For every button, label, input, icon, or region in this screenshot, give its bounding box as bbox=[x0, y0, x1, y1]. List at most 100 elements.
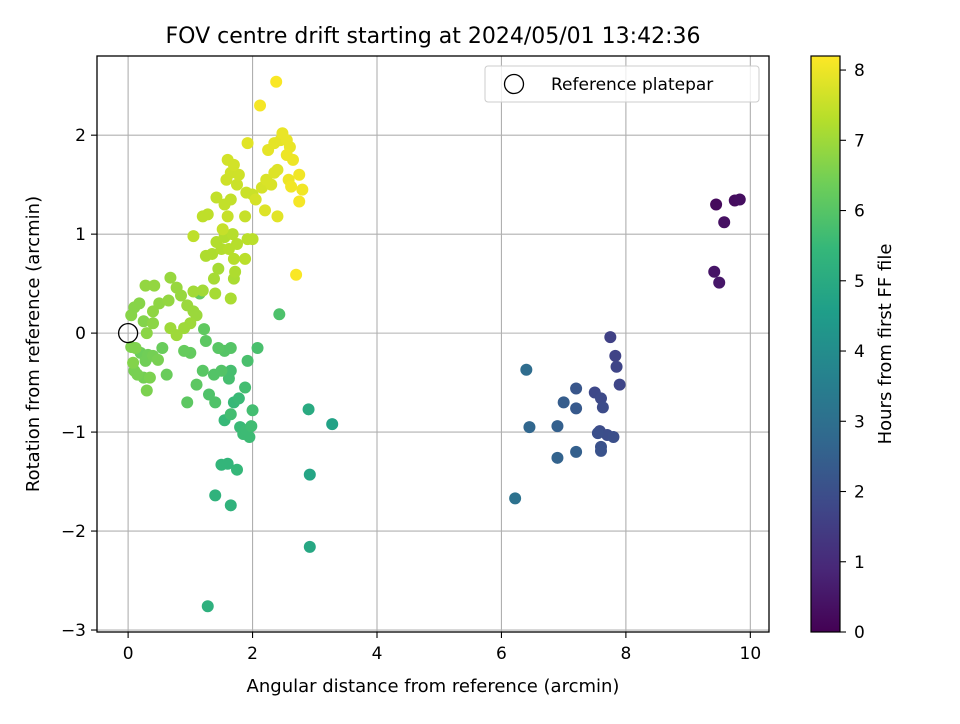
data-point bbox=[178, 344, 191, 357]
data-point bbox=[241, 354, 254, 367]
data-point bbox=[148, 279, 161, 292]
y-tick-label: −3 bbox=[61, 621, 86, 641]
data-point bbox=[285, 180, 298, 193]
data-point bbox=[156, 341, 169, 354]
data-point bbox=[139, 279, 152, 292]
data-points bbox=[125, 75, 746, 613]
colorbar-tick-label: 3 bbox=[854, 412, 865, 432]
x-tick-label: 0 bbox=[123, 644, 134, 664]
data-point bbox=[206, 247, 219, 260]
data-point bbox=[265, 178, 278, 191]
data-point bbox=[215, 364, 228, 377]
data-point bbox=[190, 378, 203, 391]
data-point bbox=[140, 327, 153, 340]
colorbar-tick-label: 0 bbox=[854, 623, 865, 643]
colorbar bbox=[810, 55, 841, 633]
colorbar-tick-label: 8 bbox=[854, 61, 865, 81]
x-tick-label: 10 bbox=[740, 644, 762, 664]
data-point bbox=[604, 331, 617, 344]
data-point bbox=[209, 489, 222, 502]
data-point bbox=[196, 364, 209, 377]
y-tick-label: 0 bbox=[75, 324, 86, 344]
data-point bbox=[251, 341, 264, 354]
colorbar-tick-label: 4 bbox=[854, 342, 865, 362]
data-point bbox=[249, 193, 262, 206]
data-point bbox=[718, 216, 731, 229]
data-point bbox=[270, 75, 283, 88]
data-point bbox=[196, 284, 209, 297]
data-point bbox=[607, 431, 620, 444]
data-point bbox=[227, 158, 240, 171]
data-point bbox=[551, 451, 564, 464]
data-point bbox=[201, 208, 214, 221]
grid-lines bbox=[97, 56, 769, 632]
data-point bbox=[290, 268, 303, 281]
data-point bbox=[241, 137, 254, 150]
data-point bbox=[221, 457, 234, 470]
x-axis-label: Angular distance from reference (arcmin) bbox=[247, 676, 620, 697]
data-point bbox=[293, 195, 306, 208]
data-point bbox=[591, 427, 604, 440]
data-point bbox=[246, 404, 259, 417]
data-point bbox=[229, 265, 242, 278]
data-point bbox=[216, 223, 229, 236]
data-point bbox=[210, 191, 223, 204]
data-point bbox=[222, 372, 235, 385]
colorbar-ticks: 0 1 2 3 4 5 6 7 8 bbox=[840, 61, 865, 643]
data-point bbox=[523, 421, 536, 434]
colorbar-label: Hours from first FF file bbox=[875, 244, 896, 445]
legend: Reference platepar bbox=[484, 65, 760, 103]
data-point bbox=[296, 183, 309, 196]
data-point bbox=[209, 396, 222, 409]
data-point bbox=[164, 322, 177, 335]
data-point bbox=[147, 317, 159, 330]
data-point bbox=[198, 323, 211, 336]
legend-label: Reference platepar bbox=[551, 75, 713, 95]
colorbar-tick-label: 5 bbox=[854, 272, 865, 292]
data-point bbox=[239, 381, 252, 394]
data-point bbox=[293, 168, 306, 181]
data-point bbox=[131, 368, 144, 381]
data-point bbox=[224, 499, 237, 512]
data-point bbox=[187, 285, 200, 298]
legend-box bbox=[484, 65, 760, 103]
data-point bbox=[226, 228, 239, 241]
y-tick-label: 1 bbox=[75, 225, 86, 245]
data-point bbox=[232, 392, 245, 405]
data-point bbox=[147, 305, 159, 318]
colorbar-tick-label: 6 bbox=[854, 202, 865, 222]
data-point bbox=[708, 265, 721, 278]
legend-marker bbox=[503, 73, 525, 95]
data-point bbox=[221, 210, 234, 223]
x-tick-label: 2 bbox=[247, 644, 258, 664]
data-point bbox=[287, 153, 299, 166]
data-point bbox=[570, 402, 583, 415]
data-point bbox=[713, 276, 726, 289]
data-point bbox=[509, 492, 522, 505]
data-point bbox=[254, 99, 267, 112]
colorbar-tick-label: 7 bbox=[854, 131, 865, 151]
data-point bbox=[557, 396, 570, 409]
y-tick-label: −2 bbox=[61, 522, 86, 542]
data-point bbox=[231, 238, 243, 251]
data-point bbox=[164, 271, 177, 284]
data-point bbox=[133, 297, 146, 310]
data-point bbox=[151, 353, 164, 366]
data-point bbox=[570, 445, 583, 458]
reference-marker-group bbox=[117, 322, 139, 344]
data-point bbox=[520, 363, 533, 376]
y-axis-ticks: −3 −2 −1 0 1 2 bbox=[61, 126, 97, 641]
y-axis-label: Rotation from reference (arcmin) bbox=[23, 196, 44, 492]
data-point bbox=[710, 198, 723, 211]
data-point bbox=[595, 392, 607, 405]
x-tick-label: 8 bbox=[620, 644, 631, 664]
data-point bbox=[551, 420, 564, 433]
data-point bbox=[239, 210, 252, 223]
data-point bbox=[201, 600, 214, 613]
data-point bbox=[212, 262, 225, 275]
data-point bbox=[160, 368, 173, 381]
data-point bbox=[302, 403, 315, 416]
data-point bbox=[137, 315, 150, 328]
